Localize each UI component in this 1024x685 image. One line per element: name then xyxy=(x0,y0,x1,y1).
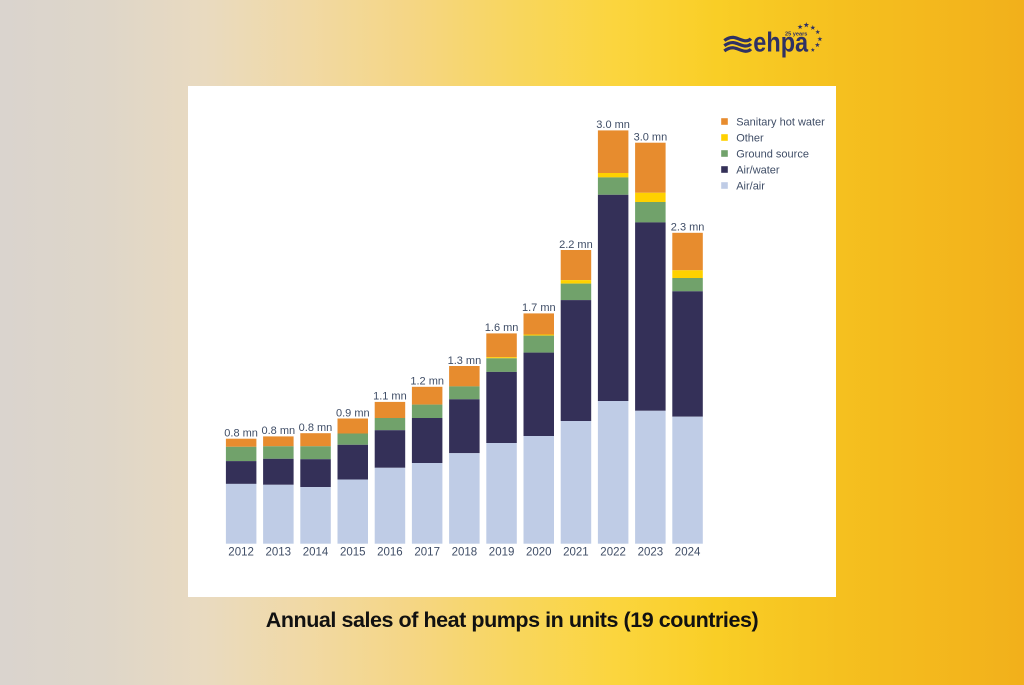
svg-text:2014: 2014 xyxy=(303,547,329,559)
svg-text:1.2 mn: 1.2 mn xyxy=(410,376,444,388)
svg-text:2015: 2015 xyxy=(340,547,366,559)
svg-text:2.2 mn: 2.2 mn xyxy=(559,239,593,251)
svg-text:1.6 mn: 1.6 mn xyxy=(485,322,519,334)
svg-text:1.3 mn: 1.3 mn xyxy=(448,355,482,367)
svg-text:2012: 2012 xyxy=(228,547,254,559)
svg-text:2022: 2022 xyxy=(600,547,626,559)
svg-text:0.9 mn: 0.9 mn xyxy=(336,407,370,419)
svg-text:3.0 mn: 3.0 mn xyxy=(634,132,668,144)
svg-text:1.1 mn: 1.1 mn xyxy=(373,391,407,403)
svg-text:Sanitary hot water: Sanitary hot water xyxy=(736,116,825,128)
svg-text:2021: 2021 xyxy=(563,547,589,559)
svg-text:2016: 2016 xyxy=(377,547,403,559)
svg-text:ehpa: ehpa xyxy=(753,26,808,57)
svg-text:0.8 mn: 0.8 mn xyxy=(261,425,295,437)
svg-text:Ground source: Ground source xyxy=(736,148,809,160)
svg-text:2.3 mn: 2.3 mn xyxy=(671,222,705,234)
svg-text:1.7 mn: 1.7 mn xyxy=(522,302,556,314)
svg-text:Other: Other xyxy=(736,132,764,144)
svg-text:Air/water: Air/water xyxy=(736,164,780,176)
svg-text:2024: 2024 xyxy=(675,547,701,559)
svg-text:Air/air: Air/air xyxy=(736,180,765,192)
svg-text:3.0 mn: 3.0 mn xyxy=(596,119,630,131)
svg-text:0.8 mn: 0.8 mn xyxy=(299,422,333,434)
svg-text:2017: 2017 xyxy=(414,547,440,559)
svg-text:2013: 2013 xyxy=(266,547,292,559)
svg-text:0.8 mn: 0.8 mn xyxy=(224,428,258,440)
svg-text:2018: 2018 xyxy=(452,547,478,559)
svg-text:2019: 2019 xyxy=(489,547,515,559)
svg-text:25 years: 25 years xyxy=(785,31,807,37)
svg-text:2023: 2023 xyxy=(638,547,664,559)
svg-text:2020: 2020 xyxy=(526,547,552,559)
